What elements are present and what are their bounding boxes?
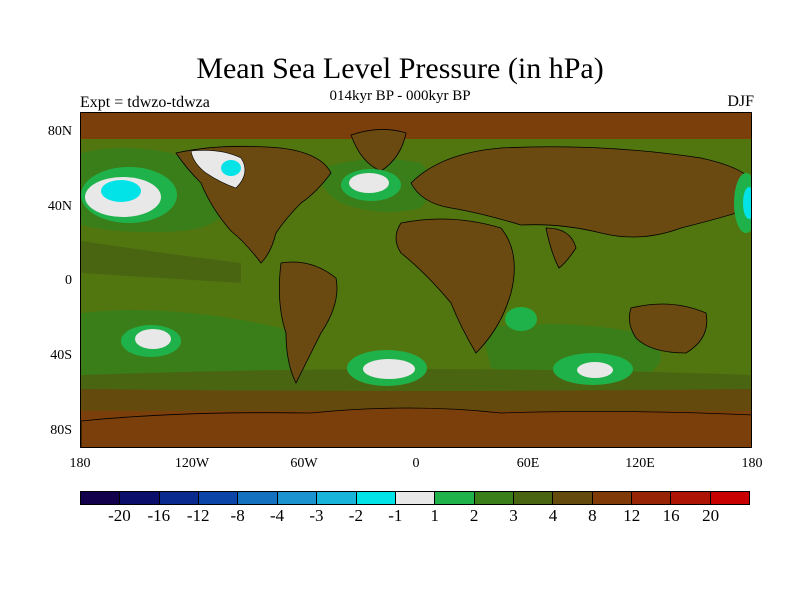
lon-label-120e: 120E [625,456,655,471]
colorbar-swatch [513,492,554,504]
colorbar-swatch [592,492,633,504]
south-indian-low-core [577,362,613,378]
colorbar-label: -1 [388,506,403,525]
colorbar-label: -20 [108,506,131,525]
southern-pacific-belt [81,310,299,379]
colorbar-swatch [435,492,475,504]
land-south-america [278,261,338,384]
colorbar-swatch [120,492,160,504]
colorbar-label: 12 [623,506,641,525]
colorbar-label: -4 [269,506,285,525]
colorbar-label: 16 [662,506,680,525]
arctic-band [81,113,751,139]
lon-label-180w: 180 [69,456,91,471]
land-greenland [350,129,407,172]
lat-label-eq: 0 [65,273,72,288]
plot-subtitle: 014kyr BP - 000kyr BP [329,88,471,104]
laurentide-anomaly [190,150,246,189]
land-india [545,227,577,269]
southern-ocean-band [81,389,751,411]
colorbar-swatch [553,492,593,504]
colorbar-label: -8 [230,506,245,525]
east-pacific-low [734,173,751,233]
lon-label-60w: 60W [290,456,318,471]
plot-title: Mean Sea Level Pressure (in hPa) [196,52,604,85]
season-label: DJF [727,93,754,110]
lat-label-80n: 80N [47,124,72,139]
land-australia [628,303,708,354]
pressure-map [81,113,751,447]
experiment-label: Expt = tdwzo-tdwza [80,94,210,111]
north-pacific-low-center [101,180,141,202]
lon-label-0: 0 [412,456,420,471]
north-atlantic-low-core [349,173,389,193]
colorbar-label: 8 [588,506,597,525]
colorbar-label: -3 [309,506,324,525]
lat-label-40s: 40S [50,348,72,363]
colorbar [80,491,750,505]
colorbar-swatch [81,492,121,504]
lon-label-60e: 60E [516,456,540,471]
east-pacific-low-core [743,187,751,219]
land-eurasia [410,146,751,238]
colorbar-label: -12 [186,506,210,525]
south-atlantic-low-core [363,359,415,379]
laurentide-cyan [221,160,241,176]
colorbar-swatch [474,492,514,504]
lat-label-40n: 40N [47,199,72,214]
lon-label-180e: 180 [741,456,763,471]
colorbar-swatch [277,492,318,504]
colorbar-swatch [317,492,357,504]
colorbar-swatch [356,492,396,504]
colorbar-label: 3 [509,506,518,525]
tropical-pacific-belt [81,241,241,283]
colorbar-swatch [632,492,672,504]
colorbar-label: 4 [548,506,558,525]
south-pacific-low-core [135,329,171,349]
lon-label-120w: 120W [174,456,210,471]
colorbar-label: 20 [702,506,720,525]
colorbar-label: 1 [430,506,439,525]
colorbar-label: -16 [147,506,171,525]
colorbar-label: -2 [348,506,363,525]
colorbar-swatch [159,492,200,504]
colorbar-swatch [710,492,750,504]
colorbar-swatch [395,492,436,504]
land-antarctica [81,407,751,447]
map-panel [80,112,752,448]
colorbar-swatch [671,492,711,504]
indian-ocean-low [505,307,537,331]
colorbar-label: 2 [469,506,479,525]
land-africa [395,218,515,354]
lat-label-80s: 80S [50,423,72,438]
colorbar-swatch [199,492,239,504]
colorbar-swatch [238,492,278,504]
